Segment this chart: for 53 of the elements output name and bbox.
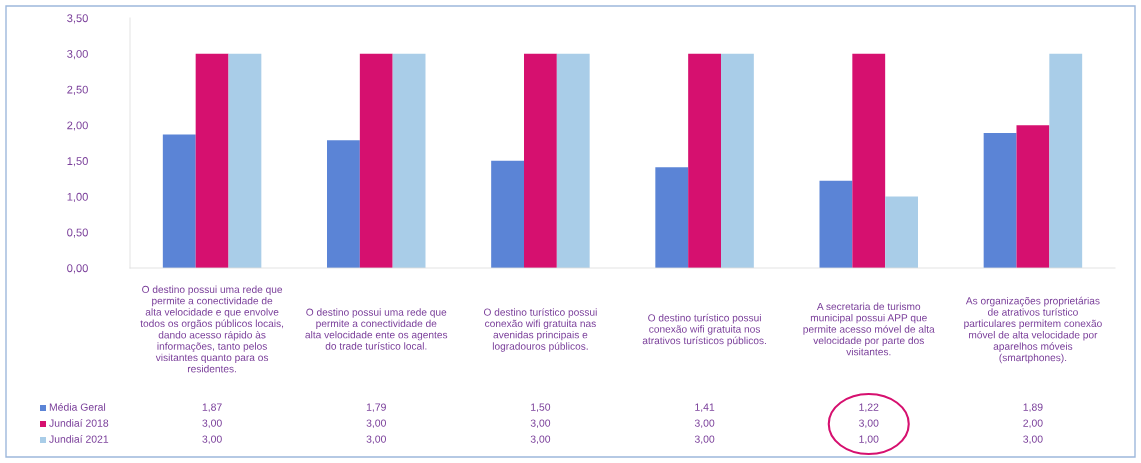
x-tick-label: As organizações proprietárias de atrativos turístico particulares permitem conexão móvel de alta velocidade por aparelhos móveis (smartphones). — [964, 296, 1102, 364]
bar — [1049, 53, 1083, 268]
data-label: 3,00 — [366, 435, 386, 445]
bar — [162, 134, 196, 268]
y-tick-label: 1,00 — [67, 192, 88, 203]
data-label: 1,87 — [202, 403, 222, 413]
legend-label: Jundiaí 2021 — [49, 435, 109, 443]
data-label: 3,00 — [366, 419, 386, 429]
x-tick-label: O destino possui uma rede que permite a conectividade de alta velocidade e que envolve todos os orgãos públicos locais, dando acesso rápido às informações, tanto pelos visitantes quanto para os residentes. — [140, 285, 284, 373]
data-label: 2,00 — [1023, 419, 1043, 429]
y-tick-label: 1,50 — [67, 157, 88, 167]
data-label: 3,00 — [530, 435, 551, 445]
bar — [327, 140, 360, 268]
bar — [983, 133, 1017, 268]
bar — [228, 53, 262, 268]
bar — [721, 53, 754, 268]
bar — [655, 167, 689, 268]
data-label: 1,89 — [1023, 403, 1043, 413]
data-label: 1,79 — [366, 403, 386, 413]
bar — [1016, 125, 1050, 268]
legend-label: Jundiaí 2018 — [49, 419, 109, 427]
data-label: 3,00 — [1023, 435, 1043, 445]
bar — [195, 53, 229, 268]
data-label: 1,22 — [859, 403, 879, 413]
bar — [392, 53, 426, 268]
data-label: 1,00 — [859, 435, 879, 445]
bar — [491, 160, 524, 268]
data-label: 3,00 — [694, 419, 715, 429]
data-label: 3,00 — [859, 419, 879, 429]
bar — [688, 53, 721, 268]
legend-label: Média Geral — [49, 403, 106, 411]
x-tick-label: A secretaria de turismo municipal possui APP que permite acesso móvel de alta velocidade por parte dos visitantes. — [803, 302, 935, 356]
bar — [885, 196, 918, 268]
data-label: 3,00 — [202, 419, 222, 429]
x-tick-label: O destino turístico possui conexão wifi gratuita nas avenidas principais e logradouros públicos. — [483, 308, 597, 352]
y-tick-label: 2,50 — [67, 85, 88, 95]
y-tick-label: 3,50 — [67, 14, 88, 24]
y-tick-label: 0,00 — [67, 264, 88, 274]
bar — [359, 53, 393, 268]
data-label: 1,41 — [695, 403, 715, 413]
x-tick-label: O destino turístico possui conexão wifi gratuita nos atrativos turísticos públicos. — [642, 313, 766, 347]
data-label: 3,00 — [530, 419, 551, 429]
x-tick-label: O destino possui uma rede que permite a conectividade de alta velocidade ente os agentes do trade turístico local. — [305, 308, 448, 350]
bar — [524, 53, 557, 268]
y-tick-label: 2,00 — [67, 121, 88, 131]
y-tick-label: 3,00 — [67, 49, 88, 60]
bar — [852, 53, 886, 268]
bar — [556, 53, 590, 268]
data-label: 3,00 — [202, 435, 222, 445]
data-label: 1,50 — [531, 403, 551, 413]
bar — [819, 180, 853, 268]
y-tick-label: 0,50 — [67, 228, 88, 238]
data-label: 3,00 — [694, 435, 715, 445]
